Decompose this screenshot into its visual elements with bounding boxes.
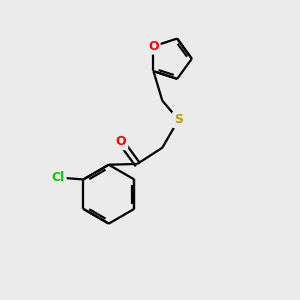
- Text: O: O: [148, 40, 159, 53]
- Text: S: S: [174, 113, 183, 126]
- Text: Cl: Cl: [52, 172, 65, 184]
- Text: O: O: [116, 135, 126, 148]
